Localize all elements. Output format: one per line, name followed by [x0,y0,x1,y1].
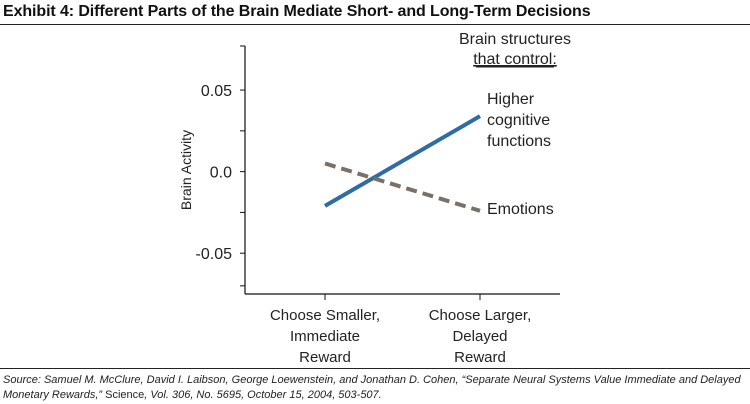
legend-subtitle: that control: [473,51,557,68]
x-tick-label: Choose Smaller, [270,307,380,324]
brain-activity-chart: 0.05 0.0 -0.05 Brain Activity Choose Smaller… [178,31,571,366]
y-axis-label: Brain Activity [178,130,194,210]
source-citation: Source: Samuel M. McClure, David I. Laib… [3,373,747,403]
x-tick-label: Reward [454,349,506,366]
x-tick-label: Delayed [452,328,507,345]
legend-title: Brain structures [459,31,571,48]
x-tick-label: Immediate [290,328,360,345]
source-journal: Science [105,389,145,401]
x-tick-label: Reward [299,349,351,366]
emotions-series-line [324,161,481,213]
emotions-series-label: Emotions [487,201,554,218]
y-tick-label: 0.0 [210,165,232,182]
y-tick-label: 0.05 [201,83,232,100]
higher-cognitive-series-label: functions [487,133,551,150]
x-tick-label: Choose Larger, [429,307,532,324]
source-details: , Vol. 306, No. 5695, October 15, 2004, … [144,389,382,401]
y-tick-label: -0.05 [196,246,233,263]
source-text: Source: Samuel M. McClure, David I. Laib… [3,374,741,401]
title-divider [0,24,750,25]
higher-cognitive-series-label: cognitive [487,112,550,129]
exhibit-title: Exhibit 4: Different Parts of the Brain … [3,3,591,20]
source-divider [0,368,750,369]
higher-cognitive-series-label: Higher [487,91,535,108]
higher-cognitive-series-line [323,114,482,208]
